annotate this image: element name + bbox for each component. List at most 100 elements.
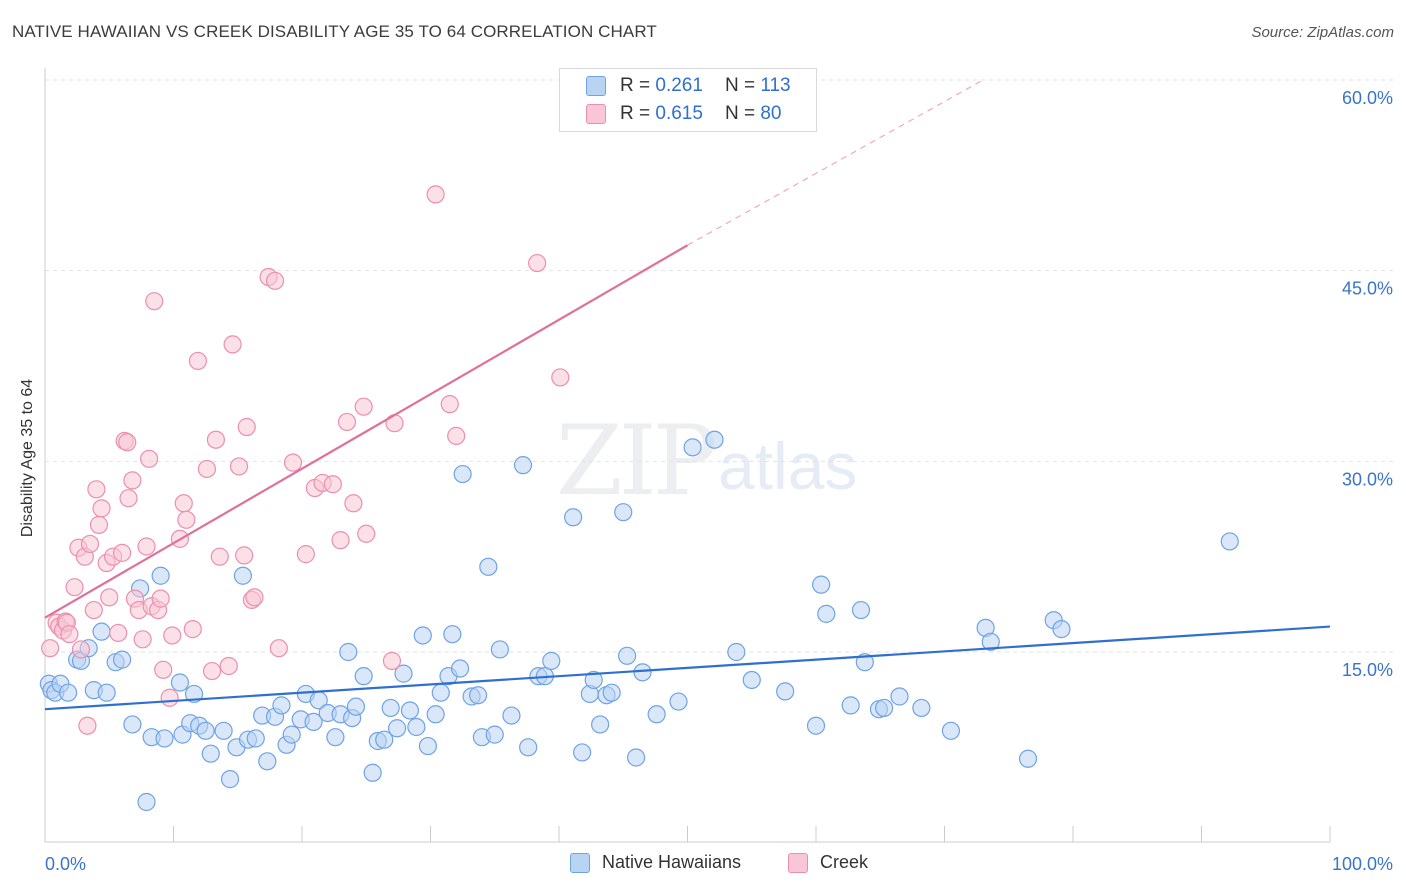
native-hawaiians-point [542,651,561,670]
native-hawaiians-point [450,659,470,678]
native-hawaiians-point [354,667,373,686]
native-hawaiians-point [426,705,445,724]
legend-r-value: 0.261 [655,75,703,96]
creek-point [71,640,91,659]
legend-r-label: R = [620,75,651,96]
creek-point [145,292,164,311]
creek-point [528,253,547,273]
creek-point [440,395,459,414]
native-hawaiians-point [890,687,909,706]
native-hawaiians-point [413,626,432,645]
native-hawaiians-point [591,715,610,734]
creek-point [344,494,363,513]
creek-point [109,623,128,643]
native-hawaiians-point [220,770,240,789]
native-hawaiians-point [742,670,761,690]
native-hawaiians-point [400,701,420,720]
creek-point [197,459,217,479]
x-tick-label: 100.0% [1332,854,1393,874]
stats-legend: R = 0.261 N = 113 R = 0.615 N = 80 [559,68,817,132]
creek-point [151,589,170,608]
creek-point [382,651,402,670]
native-hawaiians-point [806,716,826,735]
native-hawaiians-point [170,673,190,692]
creek-point [65,578,84,597]
native-hawaiians-point [490,640,509,659]
native-hawaiians-point [196,721,215,740]
creek-point [174,494,193,513]
native-hawaiians-point [246,729,265,748]
native-hawaiians-point [123,715,142,734]
native-hawaiians-point [502,706,521,725]
creek-point [237,417,256,437]
native-hawaiians-point [363,763,382,782]
creek-point [296,545,315,564]
native-hawaiians-point [258,752,277,771]
creek-point [202,661,222,681]
native-hawaiians-point [453,464,472,484]
series-legend-creek[interactable]: Creek [788,852,868,873]
native-hawaiians-point [443,625,462,644]
native-hawaiians-point [519,738,538,757]
creek-point [265,271,285,290]
creek-point [269,639,288,658]
native-hawaiians-point [151,566,170,585]
series-legend-label: Creek [820,852,869,872]
native-hawaiians-point [912,698,931,718]
native-hawaiians-point [981,632,1000,651]
native-hawaiians-point [776,682,795,701]
native-hawaiians-point [201,744,220,763]
native-hawaiians-point [812,575,831,594]
creek-point [80,534,100,554]
series-swatch-native-hawaiians [570,852,590,873]
native-hawaiians-point [155,729,174,748]
native-hawaiians-point [941,721,961,740]
y-tick-label: 45.0% [1342,279,1393,299]
creek-point [160,688,179,707]
creek-point [41,639,60,658]
legend-row-native-hawaiians: R = 0.261 N = 113 [586,75,791,97]
creek-point [87,480,106,499]
native-hawaiians-point [633,663,652,682]
native-hawaiians-point [564,508,583,527]
creek-point [235,546,254,565]
native-hawaiians-point [59,683,78,702]
native-hawaiians-point [282,725,301,744]
y-tick-label: 15.0% [1342,660,1393,680]
creek-point [357,524,376,543]
native-hawaiians-point [375,730,394,749]
creek-point [219,656,238,676]
creek-point [112,543,132,562]
watermark-atlas: atlas [718,429,858,503]
creek-point [60,625,79,644]
native-hawaiians-point [875,698,894,718]
native-hawaiians-point [407,717,426,737]
legend-r-label: R = [620,103,651,124]
native-hawaiians-point [584,670,603,690]
series-legend-native-hawaiians[interactable]: Native Hawaiians [570,852,741,873]
y-tick-label: 30.0% [1342,469,1393,489]
native-hawaiians-point [573,743,592,762]
native-hawaiians-trendline [44,625,1331,711]
creek-point [206,430,226,449]
creek-point [551,368,570,387]
legend-r-value: 0.615 [655,103,703,124]
native-hawaiians-point [381,698,400,718]
creek-point [118,433,137,452]
creek-point [123,471,142,490]
native-hawaiians-point [705,430,724,449]
native-hawaiians-point [626,748,646,767]
native-hawaiians-point [326,728,345,747]
native-hawaiians-point [418,736,438,756]
native-hawaiians-point [1018,749,1038,768]
native-hawaiians-point [602,683,621,702]
creek-point [92,499,111,518]
creek-point [245,588,264,607]
creek-point [337,412,357,432]
creek-point [89,515,109,534]
creek-point [163,626,182,645]
creek-point [133,630,152,649]
creek-point [183,620,202,639]
native-hawaiians-point [431,683,450,702]
